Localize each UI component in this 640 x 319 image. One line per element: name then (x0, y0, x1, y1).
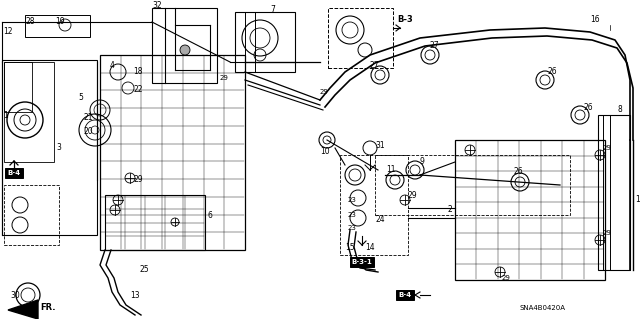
Text: 3: 3 (56, 144, 61, 152)
Text: 14: 14 (365, 243, 374, 253)
Text: 23: 23 (348, 212, 357, 218)
Text: 22: 22 (133, 85, 143, 94)
Circle shape (180, 45, 190, 55)
Text: 25: 25 (140, 265, 150, 275)
Text: 13: 13 (130, 291, 140, 300)
Text: SNA4B0420A: SNA4B0420A (520, 305, 566, 311)
Bar (375, 155, 570, 215)
Bar (4, 185, 59, 245)
Bar (328, 8, 393, 68)
Text: 29: 29 (603, 145, 612, 151)
Text: 32: 32 (152, 2, 162, 11)
Text: 29: 29 (603, 230, 612, 236)
Text: 4: 4 (110, 61, 115, 70)
Bar (100, 55, 245, 250)
Bar (105, 195, 205, 250)
Text: 29: 29 (408, 190, 418, 199)
Text: 18: 18 (133, 68, 143, 77)
Text: 1: 1 (3, 110, 8, 120)
Text: 27: 27 (370, 61, 380, 70)
Text: 12: 12 (3, 27, 13, 36)
Bar (4, 62, 54, 162)
Bar (152, 8, 217, 83)
Text: 23: 23 (348, 197, 357, 203)
Text: 15: 15 (345, 243, 355, 253)
Text: 26: 26 (548, 68, 557, 77)
Bar (340, 155, 408, 255)
Text: 26: 26 (513, 167, 523, 176)
Text: 8: 8 (617, 106, 621, 115)
Text: 30: 30 (10, 291, 20, 300)
Bar (2, 60, 97, 235)
Text: 26: 26 (583, 103, 593, 113)
Bar (598, 115, 630, 270)
Bar (235, 12, 295, 72)
Text: FR.: FR. (40, 303, 56, 313)
Bar (4, 62, 32, 112)
Bar (25, 15, 90, 37)
Text: B-4: B-4 (8, 170, 20, 176)
Text: 11: 11 (386, 166, 396, 174)
Text: 7: 7 (270, 5, 275, 14)
Text: 21: 21 (83, 114, 93, 122)
Text: 20: 20 (83, 128, 93, 137)
Text: 29: 29 (133, 175, 143, 184)
Text: 9: 9 (420, 158, 425, 167)
Text: 29: 29 (220, 75, 229, 81)
Text: 2: 2 (447, 205, 452, 214)
Text: 6: 6 (208, 211, 213, 219)
Text: 16: 16 (590, 16, 600, 25)
Text: 31: 31 (375, 140, 385, 150)
Text: 27: 27 (430, 41, 440, 49)
Text: 17: 17 (635, 196, 640, 204)
Polygon shape (8, 300, 38, 319)
Text: B-3: B-3 (397, 16, 413, 25)
Text: 19: 19 (55, 18, 65, 26)
Text: B-3-1: B-3-1 (351, 259, 372, 265)
Text: B-4: B-4 (399, 292, 412, 298)
Text: 24: 24 (375, 216, 385, 225)
Text: 10: 10 (320, 147, 330, 157)
Text: 29: 29 (502, 275, 511, 281)
Text: 29: 29 (320, 89, 329, 95)
Bar (455, 140, 605, 280)
Text: 5: 5 (78, 93, 83, 102)
Text: 23: 23 (348, 225, 357, 231)
Text: 28: 28 (26, 18, 35, 26)
